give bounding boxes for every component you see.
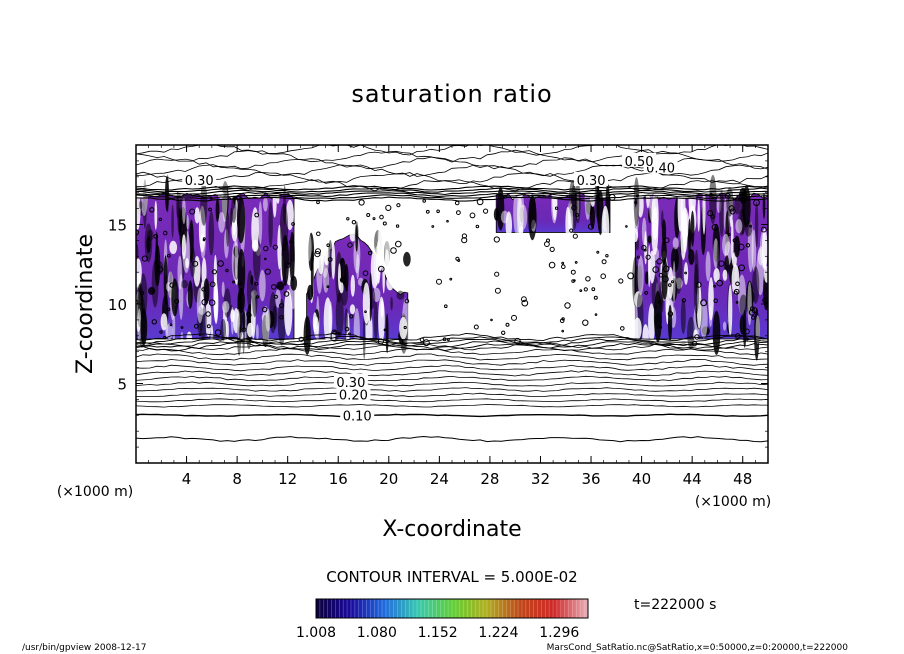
colorbar-tick-label: 1.224 <box>478 625 518 641</box>
y-tick-label: 15 <box>108 217 127 235</box>
contour-label: 0.30 <box>336 376 365 391</box>
y-tick-label: 5 <box>117 376 127 394</box>
x-tick-label: 44 <box>683 470 702 488</box>
chart-title: saturation ratio <box>351 80 552 108</box>
x-tick-label: 12 <box>278 470 297 488</box>
contour-label: 0.20 <box>339 389 368 404</box>
colorbar-gradient <box>316 599 588 618</box>
y-axis-ticks: 5 10 15 <box>108 144 768 464</box>
contour-labels: 0.100.200.300.30 0.300.400.50 <box>182 152 678 424</box>
colorbar-frame <box>315 598 589 619</box>
contour-label: 0.10 <box>343 409 372 424</box>
contour-label: 0.30 <box>577 174 606 189</box>
x-unit-label: (×1000 m) <box>695 494 771 510</box>
x-tick-label: 40 <box>632 470 651 488</box>
x-tick-label: 8 <box>232 470 242 488</box>
x-axis-label: X-coordinate <box>382 517 521 542</box>
colorbar-stripes <box>319 599 585 618</box>
x-tick-label: 36 <box>581 470 600 488</box>
colorbar: 1.008 1.080 1.152 1.224 1.296 <box>296 598 589 641</box>
plot-area <box>136 145 768 463</box>
x-tick-label: 32 <box>531 470 550 488</box>
x-axis-ticks: 4 8 12 16 20 24 28 32 36 40 44 48 <box>135 145 769 488</box>
footer-right: MarsCond_SatRatio.nc@SatRatio,x=0:50000,… <box>547 643 849 653</box>
time-label: t=222000 s <box>634 597 716 613</box>
contour-lines <box>136 145 768 443</box>
region-speckle <box>136 169 768 361</box>
x-tick-label: 24 <box>430 470 449 488</box>
x-tick-label: 20 <box>379 470 398 488</box>
colorbar-tick-label: 1.080 <box>357 625 397 641</box>
x-tick-label: 4 <box>182 470 192 488</box>
y-axis-label: Z-coordinate <box>73 234 98 374</box>
x-tick-label: 28 <box>480 470 499 488</box>
contour-label: 0.30 <box>185 174 214 189</box>
footer-left: /usr/bin/gpview 2008-12-17 <box>22 643 146 653</box>
y-tick-label: 10 <box>108 296 127 314</box>
x-tick-label: 16 <box>329 470 348 488</box>
contour-interval-label: CONTOUR INTERVAL = 5.000E-02 <box>326 568 577 586</box>
colorbar-ticks: 1.008 1.080 1.152 1.224 1.296 <box>296 625 579 641</box>
x-tick-label: 48 <box>733 470 752 488</box>
colorbar-tick-label: 1.152 <box>418 625 458 641</box>
contour-label: 0.50 <box>625 155 654 170</box>
colorbar-tick-label: 1.296 <box>539 625 579 641</box>
y-unit-label: (×1000 m) <box>57 484 133 500</box>
colorbar-tick-label: 1.008 <box>296 625 336 641</box>
